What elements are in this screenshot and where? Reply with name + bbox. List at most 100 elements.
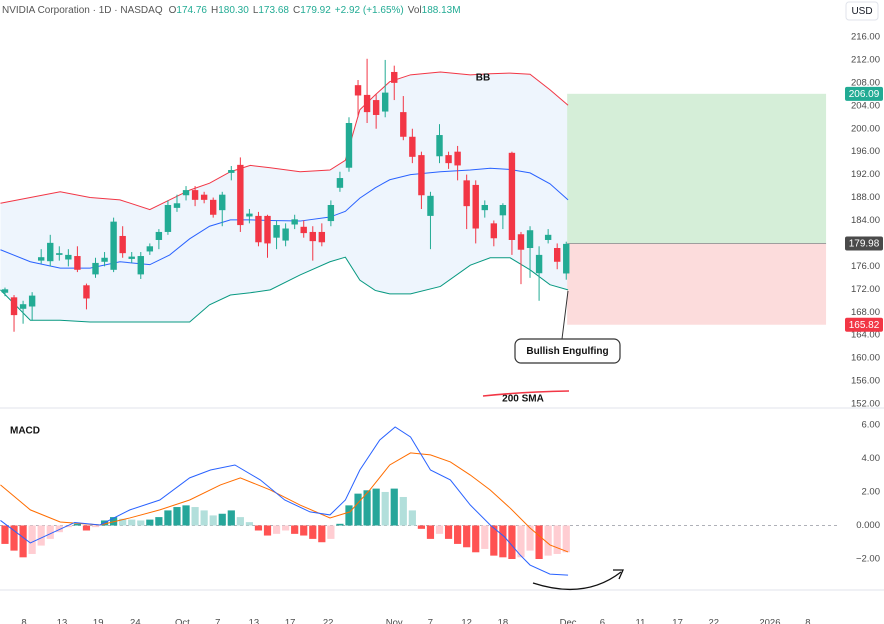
change: +2.92 (+1.65%) [335, 5, 404, 16]
histogram-bar [472, 525, 480, 553]
y-tick-label: 196.00 [851, 146, 880, 157]
histogram-bar [526, 525, 534, 551]
ohlc-value: 180.30 [218, 5, 249, 16]
candle-body [119, 235, 126, 254]
candle-body [83, 285, 90, 299]
loss-zone [567, 243, 827, 325]
y-tick-label: 192.00 [851, 169, 880, 180]
sma-strike [482, 390, 570, 397]
y-tick-label: 160.00 [851, 353, 880, 364]
macd-y-tick-label: 4.00 [862, 453, 881, 464]
candle-body [28, 295, 36, 307]
candle-body [409, 136, 416, 157]
histogram-bar [318, 525, 326, 543]
candle-body [56, 253, 63, 255]
candle-body [327, 205, 335, 222]
x-tick-label: 22 [323, 618, 334, 624]
y-tick-label: 200.00 [851, 123, 880, 134]
histogram-bar [227, 510, 235, 526]
x-tick-label: Nov [386, 618, 403, 624]
candle-body [200, 194, 208, 200]
candle-body [363, 94, 371, 113]
histogram-bar [19, 525, 27, 558]
y-tick-label: 164.00 [851, 330, 880, 341]
ohlc-label: H [211, 5, 218, 16]
volume-label: Vol [408, 5, 422, 16]
histogram-bar [408, 510, 416, 526]
candle-body [191, 190, 199, 200]
candle-body [508, 152, 516, 240]
candle-body [37, 257, 45, 261]
volume: 188.13M [422, 5, 461, 16]
histogram-bar [300, 525, 308, 536]
histogram-bar [164, 510, 172, 526]
histogram-bar [562, 525, 570, 553]
histogram-bar [28, 525, 36, 554]
candle-body [372, 100, 380, 115]
profit-zone [567, 93, 827, 244]
histogram-bar [128, 519, 136, 526]
candle-body [19, 304, 27, 309]
x-tick-label: Oct [175, 618, 190, 624]
candle-body [526, 230, 534, 249]
histogram-bar [499, 525, 507, 558]
x-tick-label: 6 [600, 618, 605, 624]
histogram-bar [517, 525, 525, 558]
x-tick-label: 13 [57, 618, 68, 624]
currency-box[interactable] [845, 1, 879, 21]
histogram-bar [37, 525, 45, 546]
histogram-bar [73, 523, 82, 526]
histogram-bar [463, 525, 471, 548]
back-layer [0, 71, 840, 526]
candle-body [400, 112, 407, 137]
candle-body [300, 226, 307, 234]
histogram-bar [218, 513, 226, 526]
candle-body [436, 135, 443, 157]
y-tick-label: 152.00 [851, 399, 880, 410]
candle-body [101, 257, 108, 262]
candle-body [381, 92, 389, 112]
y-tick-label: 176.00 [851, 261, 880, 272]
histogram-bar [327, 525, 335, 539]
x-tick-label: 13 [249, 618, 260, 624]
histogram-bar [535, 525, 543, 559]
histogram-bar [245, 522, 254, 526]
histogram-bar [200, 510, 208, 526]
x-tick-label: 11 [636, 618, 646, 624]
candle-body [345, 123, 353, 168]
currency[interactable]: USD [851, 6, 872, 17]
histogram-bar [155, 517, 163, 526]
histogram-bar [490, 525, 498, 556]
x-tick-label: 17 [672, 618, 683, 624]
histogram-bar [363, 490, 371, 526]
stop-price-label: 165.82 [849, 320, 880, 331]
candle-body [255, 215, 262, 243]
candle-body [246, 213, 253, 217]
candle-body [110, 221, 117, 270]
candle-body [291, 219, 298, 225]
x-tick-label: 7 [215, 618, 220, 624]
x-tick-label: 24 [130, 618, 141, 624]
macd-y-tick-label: −2.00 [856, 554, 880, 565]
histogram-bar [345, 505, 353, 526]
candle-body [65, 254, 72, 260]
candle-body [463, 180, 470, 207]
histogram-bar [191, 507, 199, 526]
candle-body [563, 243, 570, 274]
histogram-bar [46, 525, 54, 539]
histogram-bar [272, 525, 281, 534]
histogram-bar [508, 525, 516, 559]
ohlc-label: C [293, 5, 300, 16]
candle-body [391, 71, 398, 83]
candle-body [137, 256, 144, 275]
candle-body [219, 194, 226, 211]
histogram-bar [454, 525, 462, 544]
band-lower [0, 256, 569, 323]
candle-body [237, 164, 244, 226]
y-tick-label: 216.00 [851, 32, 880, 43]
y-tick-label: 208.00 [851, 77, 880, 88]
histogram-bar [426, 525, 435, 539]
x-tick-label: 7 [428, 618, 433, 624]
arrow-head [613, 569, 625, 580]
